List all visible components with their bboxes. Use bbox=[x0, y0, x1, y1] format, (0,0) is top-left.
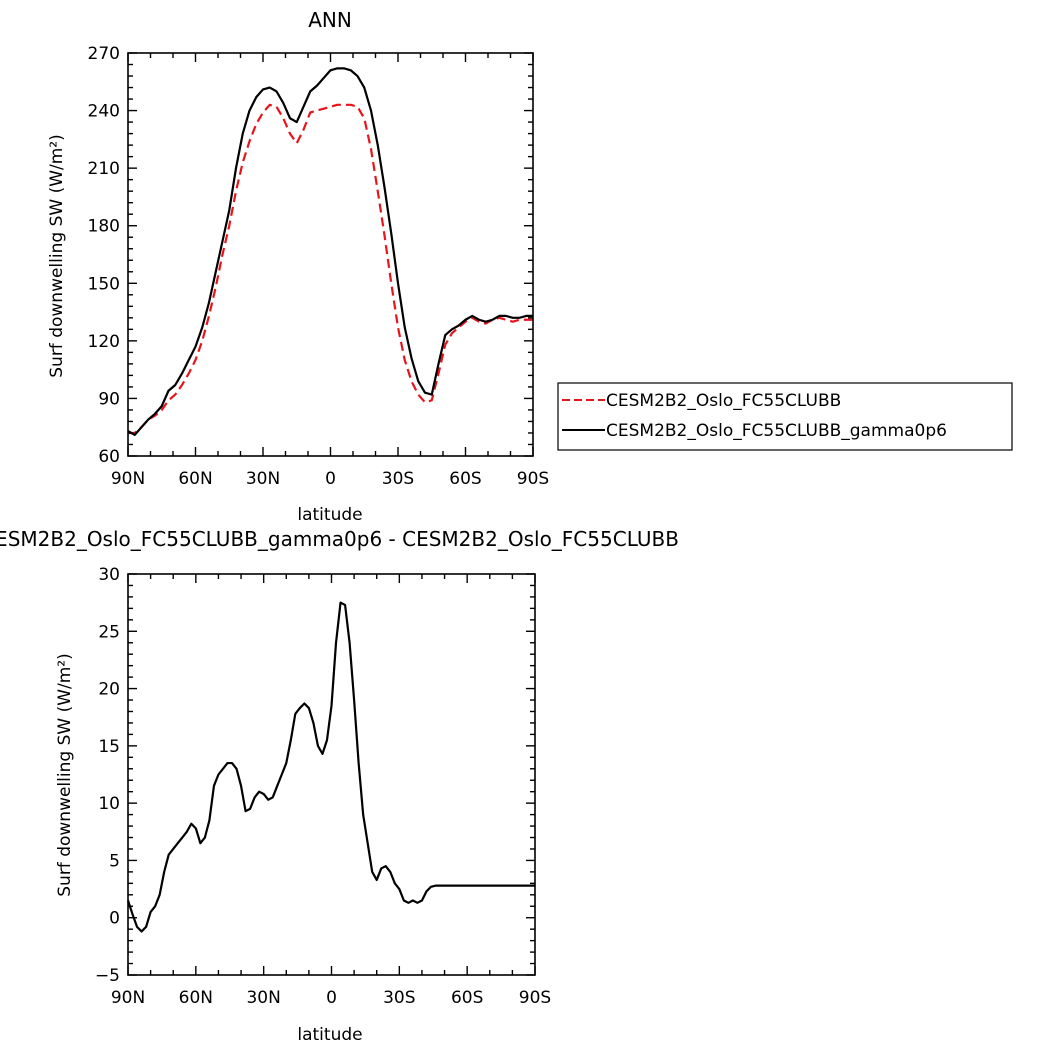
top-y-tick-label: 60 bbox=[98, 447, 120, 467]
bottom-plot-frame bbox=[127, 573, 536, 976]
bottom-y-tick-label: 15 bbox=[98, 737, 120, 757]
top-series-line-0 bbox=[128, 103, 533, 435]
bottom-x-tick-label: 90N bbox=[111, 988, 145, 1008]
top-x-tick-label: 60S bbox=[449, 469, 481, 489]
legend-box bbox=[557, 382, 1013, 451]
top-y-tick-label: 90 bbox=[98, 389, 120, 409]
bottom-y-tick-label: 5 bbox=[109, 851, 120, 871]
bottom-panel: CESM2B2_Oslo_FC55CLUBB_gamma0p6 - CESM2B… bbox=[0, 527, 679, 1045]
bottom-y-tick-label: −5 bbox=[95, 966, 120, 986]
bottom-x-tick-label: 60S bbox=[451, 988, 483, 1008]
top-x-tick-label: 90N bbox=[111, 469, 145, 489]
top-plot-frame bbox=[127, 52, 534, 457]
legend-entry-cesm2b2-oslo-fc55clubb-gamma0p6: CESM2B2_Oslo_FC55CLUBB_gamma0p6 bbox=[606, 421, 947, 441]
bottom-y-tick-label: 25 bbox=[98, 622, 120, 642]
top-y-tick-label: 150 bbox=[88, 274, 120, 294]
bottom-y-tick-label: 10 bbox=[98, 794, 120, 814]
bottom-panel-x-axis-label: latitude bbox=[297, 1025, 362, 1045]
bottom-panel-title: CESM2B2_Oslo_FC55CLUBB_gamma0p6 - CESM2B… bbox=[0, 527, 679, 551]
bottom-y-tick-label: 0 bbox=[109, 909, 120, 929]
top-x-tick-label: 60N bbox=[178, 469, 212, 489]
top-panel-x-axis-label: latitude bbox=[297, 505, 362, 525]
bottom-x-tick-label: 0 bbox=[326, 988, 337, 1008]
top-y-tick-label: 240 bbox=[88, 102, 120, 122]
top-y-tick-label: 180 bbox=[88, 217, 120, 237]
bottom-series-line-0 bbox=[126, 601, 535, 933]
top-panel-y-axis-label: Surf downwelling SW (W/m²) bbox=[47, 134, 67, 378]
bottom-y-tick-label: 30 bbox=[98, 565, 120, 585]
bottom-panel-y-axis-label: Surf downwelling SW (W/m²) bbox=[55, 653, 75, 897]
top-x-tick-label: 90S bbox=[517, 469, 549, 489]
top-x-tick-label: 30N bbox=[246, 469, 280, 489]
top-panel-title: ANN bbox=[308, 8, 352, 32]
top-x-tick-label: 30S bbox=[382, 469, 414, 489]
legend: CESM2B2_Oslo_FC55CLUBB CESM2B2_Oslo_FC55… bbox=[557, 382, 1013, 451]
bottom-y-tick-label: 20 bbox=[98, 680, 120, 700]
top-y-tick-label: 270 bbox=[88, 44, 120, 64]
top-series-line-1 bbox=[127, 67, 533, 436]
bottom-x-tick-label: 60N bbox=[179, 988, 213, 1008]
bottom-panel-plot-area: 90N 60N 30N 0 30S 60S 90S −5 0 5 10 15 20 25 30 bbox=[95, 565, 551, 1008]
top-panel-plot-area: 90N 60N 30N 0 30S 60S 90S 60 90 120 150 180 210 240 27… bbox=[88, 44, 550, 489]
legend-entry-cesm2b2-oslo-fc55clubb: CESM2B2_Oslo_FC55CLUBB bbox=[606, 391, 841, 411]
top-y-tick-label: 120 bbox=[88, 332, 120, 352]
top-panel: ANN Surf downwelling SW (W/m²) latitude … bbox=[47, 8, 549, 525]
top-y-tick-label: 210 bbox=[88, 159, 120, 179]
bottom-x-tick-label: 30N bbox=[246, 988, 280, 1008]
top-x-tick-label: 0 bbox=[325, 469, 336, 489]
bottom-x-tick-label: 30S bbox=[383, 988, 415, 1008]
bottom-x-tick-label: 90S bbox=[519, 988, 551, 1008]
